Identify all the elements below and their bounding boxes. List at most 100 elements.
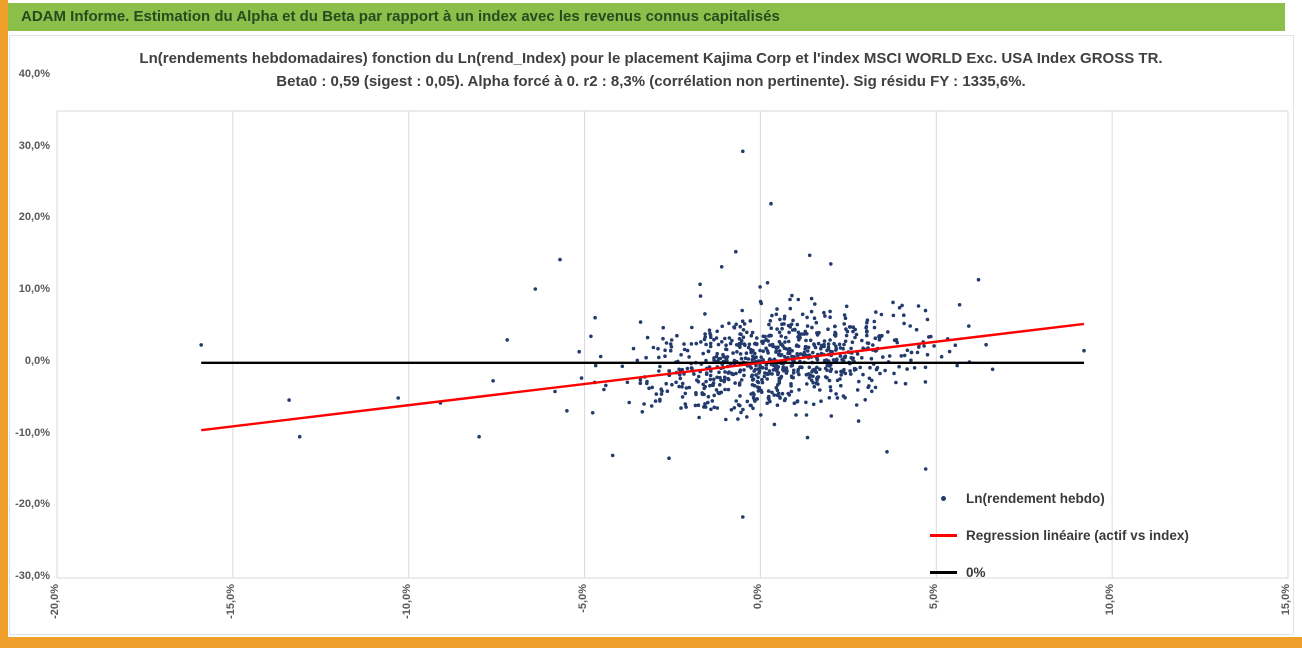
scatter-point: [752, 392, 756, 397]
scatter-point: [756, 375, 760, 380]
scatter-point: [795, 399, 799, 404]
scatter-point: [505, 338, 510, 342]
scatter-point: [812, 343, 817, 348]
scatter-point: [768, 333, 772, 338]
scatter-point: [712, 377, 716, 382]
scatter-point: [638, 320, 643, 324]
scatter-point: [642, 402, 646, 406]
scatter-point: [682, 342, 686, 346]
scatter-point: [651, 345, 656, 350]
scatter-point: [199, 343, 203, 347]
scatter-point: [749, 374, 754, 379]
scatter-point: [761, 349, 765, 354]
scatter-point: [761, 339, 765, 344]
scatter-point: [872, 319, 877, 324]
chart-panel[interactable]: [9, 35, 1294, 635]
scatter-point: [677, 367, 681, 372]
scatter-point: [726, 387, 731, 392]
scatter-point: [829, 414, 834, 418]
scatter-point: [711, 383, 715, 388]
scatter-point: [677, 384, 681, 389]
scatter-series: [199, 149, 1086, 519]
scatter-point: [680, 385, 684, 389]
scatter-point: [723, 336, 727, 341]
scatter-point: [812, 384, 817, 389]
scatter-point: [809, 378, 814, 383]
scatter-point: [822, 339, 827, 343]
scatter-point: [726, 376, 730, 381]
scatter-point: [815, 375, 820, 380]
scatter-point: [799, 365, 803, 369]
scatter-point: [818, 367, 822, 372]
scatter-point: [754, 342, 759, 347]
scatter-point: [727, 321, 731, 326]
scatter-point: [827, 364, 832, 368]
scatter-point: [667, 369, 671, 373]
scatter-point: [703, 312, 707, 316]
scatter-point: [665, 389, 670, 394]
scatter-point: [654, 392, 659, 396]
scatter-point: [829, 367, 834, 372]
legend-item-zero[interactable]: 0%: [930, 561, 1189, 584]
scatter-point: [734, 322, 738, 327]
scatter-point: [788, 325, 792, 329]
scatter-point: [770, 390, 774, 395]
scatter-point: [858, 365, 862, 370]
scatter-point: [789, 382, 793, 386]
scatter-point: [844, 333, 849, 338]
scatter-point: [809, 309, 814, 314]
scatter-point: [797, 388, 801, 392]
scatter-point: [776, 372, 780, 377]
scatter-point: [740, 319, 745, 324]
scatter-point: [656, 346, 660, 351]
scatter-point: [719, 265, 724, 269]
scatter-point: [734, 399, 738, 403]
scatter-point: [685, 366, 690, 371]
scatter-point: [724, 417, 728, 422]
scatter-point: [728, 341, 733, 346]
scatter-point: [577, 349, 581, 354]
scatter-point: [897, 364, 901, 369]
scatter-point: [923, 365, 928, 370]
scatter-point: [684, 386, 689, 390]
chart-legend[interactable]: Ln(rendement hebdo) Regression linéaire …: [930, 487, 1189, 598]
scatter-point: [827, 378, 832, 383]
scatter-point: [684, 405, 688, 409]
scatter-point: [743, 356, 748, 361]
scatter-point: [708, 341, 713, 346]
scatter-point: [668, 348, 673, 353]
scatter-point: [697, 415, 701, 420]
scatter-point: [916, 304, 921, 308]
scatter-point: [839, 383, 843, 388]
scatter-point: [703, 384, 707, 389]
scatter-point: [704, 372, 709, 377]
scatter-point: [768, 319, 773, 323]
scatter-point: [771, 363, 776, 368]
scatter-point: [775, 403, 780, 408]
scatter-point: [712, 405, 716, 410]
scatter-point: [843, 316, 848, 321]
scatter-point: [738, 324, 742, 329]
chart-title: Ln(rendements hebdomadaires) fonction du…: [61, 47, 1241, 93]
scatter-point: [892, 338, 897, 343]
scatter-point: [737, 369, 742, 374]
scatter-point: [683, 402, 688, 406]
scatter-point: [732, 406, 737, 410]
scatter-point: [712, 338, 716, 342]
scatter-point: [837, 342, 842, 347]
scatter-point: [738, 352, 743, 356]
gridlines: [56, 110, 1289, 579]
scatter-point: [724, 357, 728, 362]
scatter-point: [831, 358, 836, 362]
scatter-point: [808, 338, 813, 343]
scatter-point: [794, 413, 798, 417]
legend-item-regression[interactable]: Regression linéaire (actif vs index): [930, 524, 1189, 547]
scatter-point: [803, 329, 808, 334]
legend-item-scatter[interactable]: Ln(rendement hebdo): [930, 487, 1189, 510]
scatter-point: [658, 364, 662, 369]
scatter-point: [751, 377, 756, 382]
bottom-accent-strip: [0, 637, 1302, 648]
scatter-point: [716, 342, 721, 347]
scatter-point: [818, 388, 822, 392]
